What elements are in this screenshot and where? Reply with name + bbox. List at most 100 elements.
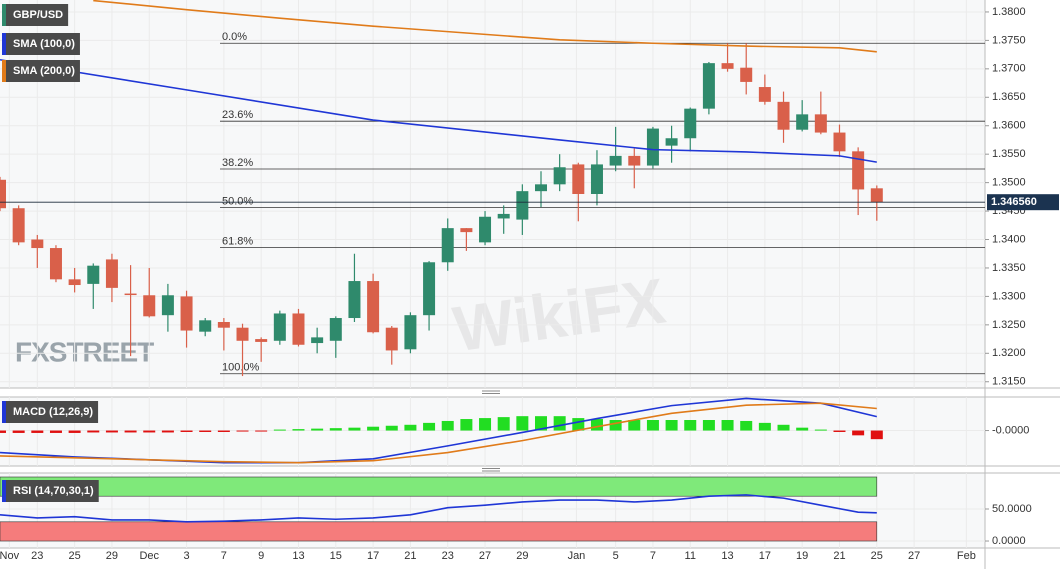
- candle-body: [721, 63, 734, 69]
- candle-body: [833, 132, 846, 152]
- panel-plot: [0, 397, 985, 466]
- y-tick-label: 1.3650: [992, 91, 1026, 103]
- legend-box: [2, 33, 80, 55]
- histogram-bar: [329, 428, 342, 431]
- histogram-bar: [255, 430, 268, 432]
- histogram-bar: [124, 430, 137, 433]
- x-tick-label: 23: [31, 550, 43, 562]
- x-tick-label: 13: [292, 550, 304, 562]
- candle-body: [441, 228, 454, 263]
- candle-body: [255, 339, 268, 342]
- candle-body: [87, 265, 100, 284]
- histogram-bar: [385, 425, 398, 431]
- candle-body: [497, 213, 510, 219]
- candle-body: [348, 281, 361, 319]
- histogram-bar: [497, 417, 510, 431]
- histogram-bar: [628, 420, 641, 431]
- candle-body: [236, 327, 249, 341]
- x-tick-label: 25: [68, 550, 80, 562]
- x-tick-label: Nov: [0, 550, 20, 562]
- candle-body: [273, 313, 286, 341]
- panel-plot: 0.0% 23.6% 38.2% 50.0% 61.8% 100.0%: [0, 0, 985, 388]
- x-tick-label: 19: [796, 550, 808, 562]
- legend-item: RSI (14,70,30,1): [2, 480, 99, 502]
- x-tick-label: 5: [613, 550, 619, 562]
- candle-body: [516, 191, 529, 220]
- histogram-bar: [143, 430, 156, 433]
- candle-body: [590, 164, 603, 194]
- resize-handle[interactable]: [482, 468, 500, 472]
- candle-body: [740, 67, 753, 82]
- candle-body: [49, 248, 62, 280]
- histogram-bar: [217, 430, 230, 432]
- candle-body: [572, 164, 585, 194]
- histogram-bar: [105, 430, 118, 433]
- fib-label: 23.6%: [222, 109, 253, 121]
- x-tick-label: 3: [183, 550, 189, 562]
- y-tick-label: 1.3400: [992, 233, 1026, 245]
- candle-body: [180, 296, 193, 331]
- candle-body: [0, 179, 6, 209]
- histogram-bar: [777, 424, 790, 431]
- y-tick-label: 1.3600: [992, 120, 1026, 132]
- y-tick-label: 1.3150: [992, 376, 1026, 388]
- candle-body: [217, 322, 230, 328]
- y-tick-label: 1.3700: [992, 63, 1026, 75]
- y-tick-label: 1.3200: [992, 347, 1026, 359]
- candle-body: [68, 279, 81, 286]
- x-tick-label: Feb: [957, 550, 976, 562]
- candle-body: [385, 327, 398, 351]
- histogram-bar: [31, 430, 44, 433]
- histogram-bar: [796, 427, 809, 431]
- fib-label: 100.0%: [222, 362, 260, 374]
- y-tick-label: 1.3500: [992, 177, 1026, 189]
- y-tick-label: 1.3250: [992, 319, 1026, 331]
- x-tick-label: 21: [833, 550, 845, 562]
- resize-handle[interactable]: [482, 390, 500, 394]
- x-tick-label: 9: [258, 550, 264, 562]
- y-tick-label: 1.3300: [992, 290, 1026, 302]
- x-tick-label: 29: [106, 550, 118, 562]
- histogram-bar: [833, 430, 846, 432]
- candle-body: [311, 337, 324, 344]
- x-tick-label: 7: [650, 550, 656, 562]
- last-price-label: 1.346560: [991, 196, 1037, 208]
- candle-body: [684, 108, 697, 139]
- y-tick-label: 1.3350: [992, 262, 1026, 274]
- legend-box: [2, 480, 99, 502]
- y-tick-label: 1.3800: [992, 6, 1026, 18]
- fib-label: 61.8%: [222, 235, 253, 247]
- macd-line: [0, 402, 877, 464]
- candle-body: [423, 262, 436, 316]
- candle-body: [870, 188, 883, 202]
- x-tick-label: 15: [330, 550, 342, 562]
- zone: [0, 521, 878, 542]
- x-tick-label: 17: [759, 550, 771, 562]
- histogram-bar: [870, 430, 883, 440]
- candle-body: [852, 151, 865, 190]
- x-tick-label: 25: [871, 550, 883, 562]
- x-tick-label: 7: [221, 550, 227, 562]
- candle-body: [777, 101, 790, 130]
- legend-swatch: [2, 4, 6, 26]
- x-tick-label: 21: [404, 550, 416, 562]
- zone: [0, 476, 878, 497]
- histogram-bar: [12, 430, 25, 433]
- candle-body: [329, 318, 342, 341]
- histogram-bar: [311, 428, 324, 431]
- histogram-bar: [180, 430, 193, 432]
- x-tick-label: 29: [516, 550, 528, 562]
- fib-label: 50.0%: [222, 196, 253, 208]
- histogram-bar: [161, 430, 174, 433]
- histogram-bar: [292, 429, 305, 431]
- x-tick-label: Dec: [139, 550, 159, 562]
- histogram-bar: [609, 420, 622, 431]
- histogram-bar: [404, 424, 417, 431]
- rsi-line: [0, 494, 877, 523]
- candle-body: [609, 155, 622, 166]
- histogram-bar: [460, 419, 473, 431]
- histogram-bar: [814, 429, 827, 431]
- histogram-bar: [535, 416, 548, 431]
- histogram-bar: [665, 420, 678, 431]
